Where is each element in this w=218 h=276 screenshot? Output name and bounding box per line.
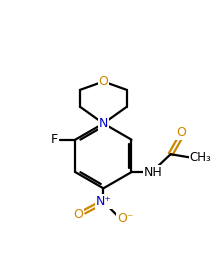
Text: N: N bbox=[99, 117, 108, 130]
Text: O: O bbox=[99, 75, 108, 88]
Text: CH₃: CH₃ bbox=[189, 151, 211, 164]
Text: O: O bbox=[73, 208, 83, 221]
Text: N⁺: N⁺ bbox=[95, 195, 111, 208]
Text: O: O bbox=[176, 126, 186, 139]
Text: F: F bbox=[51, 133, 58, 146]
Text: O⁻: O⁻ bbox=[117, 212, 133, 225]
Text: NH: NH bbox=[143, 166, 162, 179]
